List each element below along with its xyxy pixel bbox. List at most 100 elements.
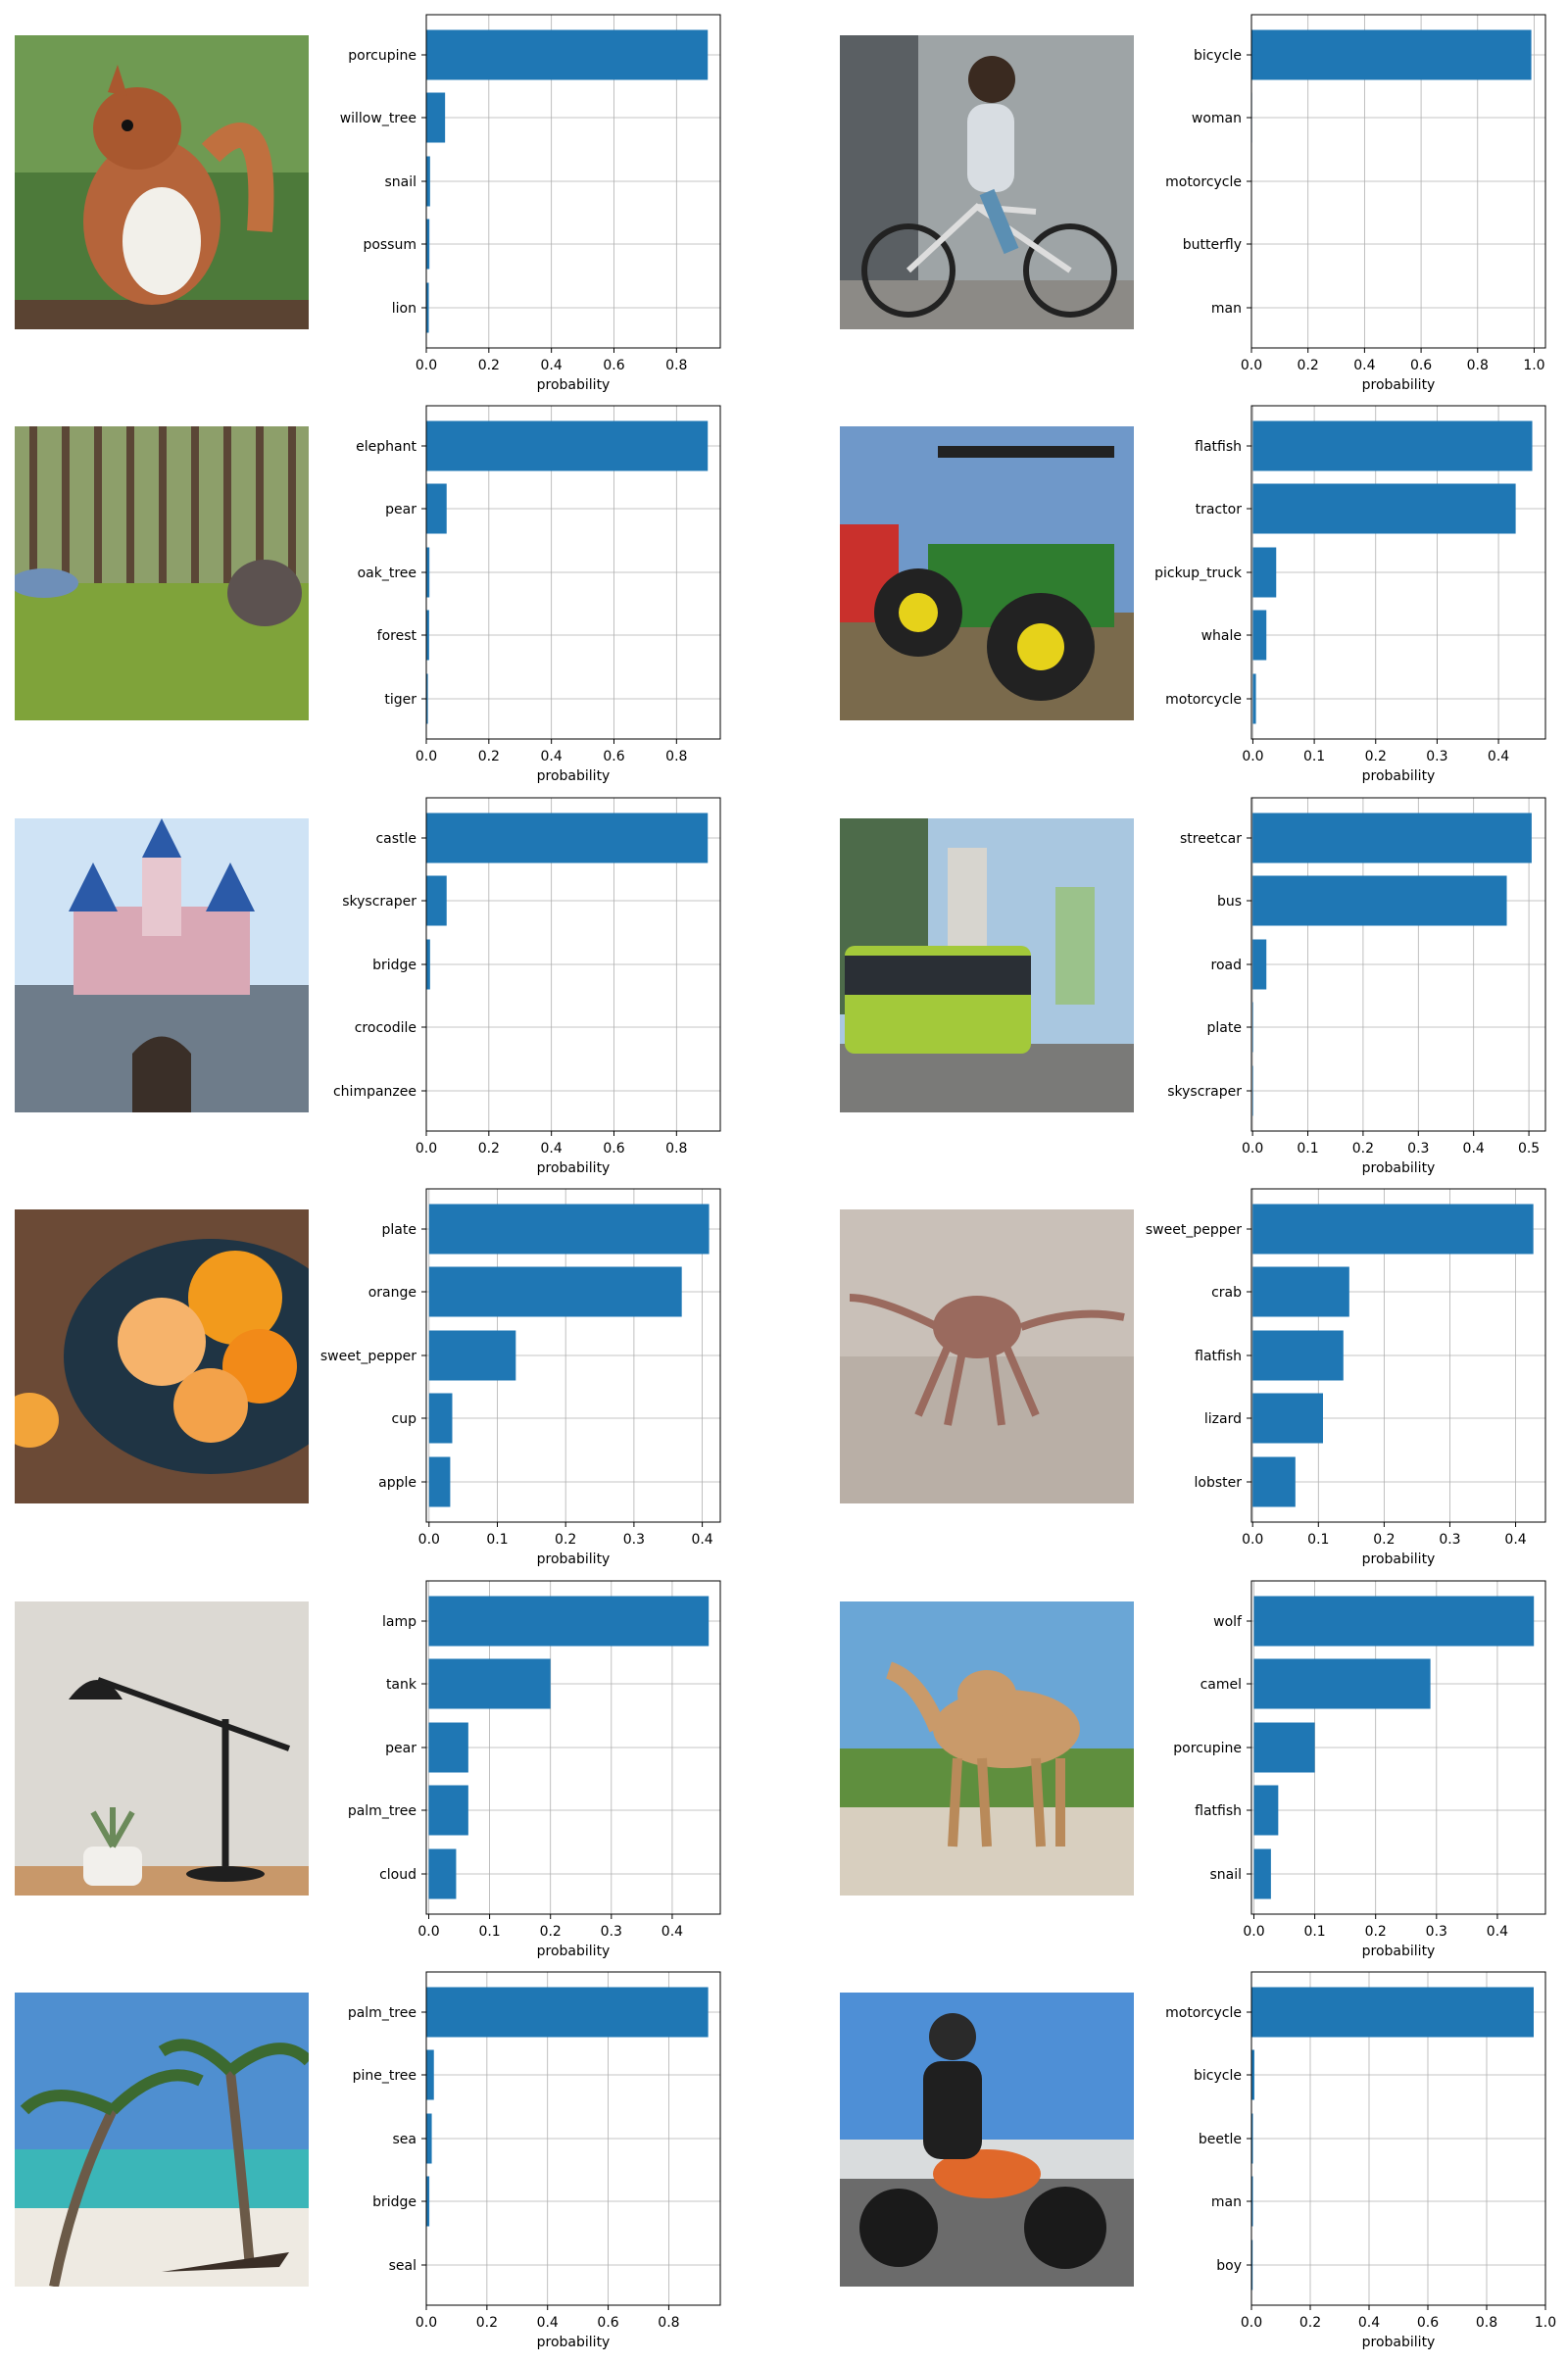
bar-snail [426, 157, 430, 207]
forest-elephant-photo [15, 426, 309, 720]
lamp-photo [15, 1601, 309, 1896]
bar-flatfish [1252, 421, 1532, 471]
y-tick-label: willow_tree [340, 111, 416, 126]
bar-bus [1252, 876, 1506, 926]
bar-palm_tree [428, 1786, 467, 1836]
y-tick-label: chimpanzee [333, 1084, 416, 1100]
x-axis-label: probability [537, 1944, 611, 1959]
bar-tractor [1252, 484, 1515, 534]
x-tick-label: 0.1 [1297, 1141, 1318, 1157]
y-tick-label: streetcar [1180, 831, 1242, 847]
y-tick-label: bicycle [1194, 48, 1242, 64]
x-tick-label: 0.0 [1242, 1532, 1263, 1548]
castle-photo [15, 818, 309, 1112]
x-tick-label: 0.0 [416, 2315, 437, 2331]
x-tick-label: 0.3 [1426, 1924, 1447, 1940]
bar-porcupine [1253, 1723, 1314, 1773]
bar-plate [1252, 1003, 1253, 1053]
x-tick-label: 0.0 [418, 1532, 440, 1548]
y-tick-label: flatfish [1195, 1349, 1242, 1364]
x-tick-label: 0.4 [691, 1532, 712, 1548]
y-tick-label: crocodile [355, 1020, 416, 1036]
y-tick-label: beetle [1199, 2132, 1242, 2147]
x-axis-label: probability [1362, 2335, 1436, 2350]
squirrel-photo [15, 35, 309, 329]
x-tick-label: 0.0 [1241, 358, 1262, 373]
bar-elephant [426, 421, 708, 471]
x-tick-label: 0.6 [1410, 358, 1432, 373]
y-tick-label: oak_tree [358, 566, 416, 581]
bar-snail [1253, 1849, 1270, 1899]
bar-road [1252, 940, 1266, 990]
x-tick-label: 0.1 [486, 1532, 508, 1548]
x-tick-label: 0.3 [1426, 749, 1447, 764]
bar-willow_tree [426, 93, 445, 143]
y-tick-label: elephant [356, 439, 416, 455]
bar-motorcycle [1252, 674, 1255, 724]
bar-flatfish [1252, 1331, 1344, 1381]
y-tick-label: plate [382, 1222, 416, 1238]
palm-beach-photo [15, 1993, 309, 2287]
x-tick-label: 0.4 [541, 749, 563, 764]
x-tick-label: 0.2 [1365, 1924, 1387, 1940]
x-tick-label: 0.1 [1307, 1532, 1329, 1548]
y-tick-label: bicycle [1194, 2068, 1242, 2084]
y-tick-label: bridge [372, 2194, 416, 2210]
y-tick-label: bridge [372, 958, 416, 973]
y-tick-label: snail [1209, 1867, 1242, 1883]
y-tick-label: wolf [1213, 1614, 1243, 1630]
y-tick-label: sea [393, 2132, 417, 2147]
bar-motorcycle [1251, 1988, 1534, 2038]
x-tick-label: 0.5 [1518, 1141, 1540, 1157]
y-tick-label: seal [389, 2258, 416, 2274]
y-tick-label: apple [378, 1475, 416, 1491]
x-axis-label: probability [1362, 768, 1436, 784]
y-tick-label: cloud [379, 1867, 416, 1883]
x-tick-label: 0.0 [1243, 1924, 1264, 1940]
bar-lamp [428, 1597, 709, 1647]
x-axis-label: probability [537, 768, 611, 784]
x-tick-label: 0.4 [1353, 358, 1375, 373]
x-tick-label: 0.6 [597, 2315, 618, 2331]
x-tick-label: 0.8 [665, 749, 687, 764]
x-axis-label: probability [1362, 377, 1436, 393]
y-tick-label: pear [385, 502, 416, 517]
oranges-plate-photo [15, 1209, 309, 1503]
bar-pear [428, 1723, 467, 1773]
x-tick-label: 0.2 [1373, 1532, 1395, 1548]
x-axis-label: probability [1362, 1160, 1436, 1176]
x-axis-label: probability [1362, 1551, 1436, 1567]
y-tick-label: sweet_pepper [320, 1349, 416, 1364]
y-tick-label: orange [368, 1285, 416, 1301]
y-tick-label: palm_tree [348, 2005, 416, 2021]
y-tick-label: camel [1200, 1677, 1242, 1693]
x-tick-label: 0.4 [541, 1141, 563, 1157]
y-tick-label: pear [385, 1741, 416, 1756]
x-tick-label: 0.2 [540, 1924, 562, 1940]
y-tick-label: boy [1216, 2258, 1242, 2274]
x-tick-label: 0.0 [1242, 749, 1263, 764]
x-tick-label: 0.4 [1488, 749, 1509, 764]
y-tick-label: skyscraper [342, 894, 416, 910]
bar-bicycle [1251, 30, 1532, 80]
bar-camel [1253, 1659, 1430, 1709]
y-tick-label: tiger [384, 692, 416, 708]
bar-whale [1252, 611, 1266, 661]
x-tick-label: 0.0 [416, 358, 437, 373]
x-tick-label: 0.3 [1439, 1532, 1460, 1548]
x-tick-label: 0.6 [603, 1141, 624, 1157]
x-tick-label: 0.4 [662, 1924, 683, 1940]
y-tick-label: motorcycle [1165, 174, 1242, 190]
x-tick-label: 0.3 [623, 1532, 645, 1548]
y-tick-label: sweet_pepper [1146, 1222, 1242, 1238]
bar-bridge [426, 940, 430, 990]
crab-photo [840, 1209, 1134, 1503]
x-axis-label: probability [537, 1160, 611, 1176]
bar-chart-4: flatfishtractorpickup_truckwhalemotorcyc… [1124, 406, 1565, 798]
bar-apple [429, 1457, 451, 1507]
